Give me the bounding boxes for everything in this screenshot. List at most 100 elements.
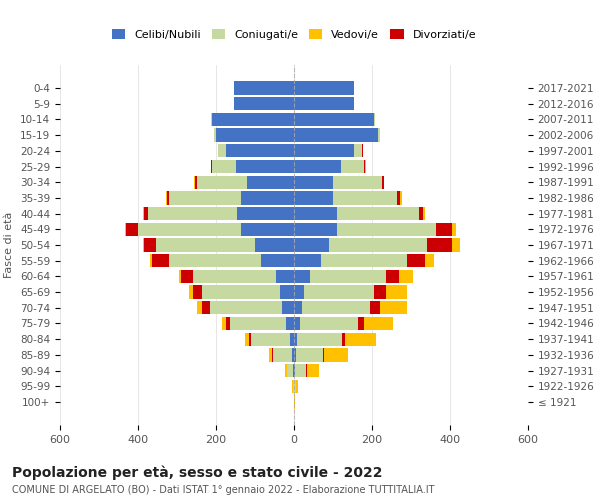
Bar bbox=[345, 332, 376, 346]
Bar bbox=[277, 270, 294, 283]
Bar bbox=[300, 317, 358, 330]
Bar bbox=[407, 254, 425, 268]
Bar bbox=[294, 191, 333, 204]
Bar bbox=[150, 254, 152, 268]
Bar bbox=[294, 82, 355, 94]
Bar bbox=[286, 317, 294, 330]
Bar bbox=[245, 332, 249, 346]
Bar bbox=[148, 207, 238, 220]
Text: Popolazione per età, sesso e stato civile - 2022: Popolazione per età, sesso e stato civil… bbox=[12, 465, 383, 479]
Bar bbox=[222, 317, 226, 330]
Bar bbox=[294, 270, 310, 283]
Bar bbox=[226, 317, 230, 330]
Bar bbox=[325, 348, 348, 362]
Bar bbox=[169, 191, 241, 204]
Bar bbox=[241, 191, 294, 204]
Y-axis label: Fasce di età: Fasce di età bbox=[4, 212, 14, 278]
Bar bbox=[294, 144, 355, 158]
Bar bbox=[370, 301, 380, 314]
Bar bbox=[294, 364, 295, 377]
Bar bbox=[294, 128, 378, 142]
Bar bbox=[364, 317, 394, 330]
Bar bbox=[272, 348, 292, 362]
Bar bbox=[155, 238, 255, 252]
Bar bbox=[144, 207, 148, 220]
Bar bbox=[241, 222, 294, 236]
Bar bbox=[294, 380, 296, 393]
Bar bbox=[251, 332, 290, 346]
Bar bbox=[294, 332, 297, 346]
Bar bbox=[294, 317, 300, 330]
Bar bbox=[297, 332, 342, 346]
Bar bbox=[169, 254, 261, 268]
Bar bbox=[143, 238, 144, 252]
Bar bbox=[233, 82, 294, 94]
Bar bbox=[294, 113, 374, 126]
Bar bbox=[342, 332, 345, 346]
Bar bbox=[230, 317, 286, 330]
Bar bbox=[287, 364, 293, 377]
Bar bbox=[374, 113, 375, 126]
Bar bbox=[179, 270, 181, 283]
Bar bbox=[197, 176, 247, 189]
Bar bbox=[337, 222, 436, 236]
Bar bbox=[214, 128, 216, 142]
Bar bbox=[452, 222, 456, 236]
Bar bbox=[419, 207, 422, 220]
Bar bbox=[152, 254, 169, 268]
Bar bbox=[181, 270, 193, 283]
Bar bbox=[261, 254, 294, 268]
Bar bbox=[322, 254, 407, 268]
Bar bbox=[188, 286, 193, 299]
Bar bbox=[269, 348, 272, 362]
Bar bbox=[292, 348, 294, 362]
Bar bbox=[294, 348, 296, 362]
Bar bbox=[238, 207, 294, 220]
Bar bbox=[355, 144, 362, 158]
Bar bbox=[329, 238, 427, 252]
Bar bbox=[307, 364, 319, 377]
Bar bbox=[235, 160, 294, 173]
Bar bbox=[290, 332, 294, 346]
Bar bbox=[280, 286, 294, 299]
Bar bbox=[294, 160, 341, 173]
Bar bbox=[384, 176, 385, 189]
Bar bbox=[400, 270, 413, 283]
Bar bbox=[211, 113, 212, 126]
Bar bbox=[386, 286, 407, 299]
Bar bbox=[143, 207, 144, 220]
Bar bbox=[283, 301, 294, 314]
Bar bbox=[127, 222, 138, 236]
Bar bbox=[397, 191, 400, 204]
Bar bbox=[382, 176, 384, 189]
Bar bbox=[296, 348, 323, 362]
Bar bbox=[211, 160, 212, 173]
Bar bbox=[210, 301, 283, 314]
Bar bbox=[166, 191, 167, 204]
Bar bbox=[202, 301, 210, 314]
Bar bbox=[294, 207, 337, 220]
Bar bbox=[193, 286, 202, 299]
Bar bbox=[294, 97, 355, 110]
Bar bbox=[436, 222, 452, 236]
Bar bbox=[193, 270, 277, 283]
Bar bbox=[125, 222, 126, 236]
Bar bbox=[425, 254, 434, 268]
Bar bbox=[167, 191, 169, 204]
Bar bbox=[255, 238, 294, 252]
Bar bbox=[400, 191, 401, 204]
Bar bbox=[333, 191, 397, 204]
Bar bbox=[294, 176, 333, 189]
Bar bbox=[323, 348, 325, 362]
Bar bbox=[358, 317, 364, 330]
Bar bbox=[138, 222, 241, 236]
Bar bbox=[293, 380, 294, 393]
Bar bbox=[285, 364, 287, 377]
Bar bbox=[212, 113, 294, 126]
Bar bbox=[378, 128, 380, 142]
Bar bbox=[294, 286, 304, 299]
Bar bbox=[218, 144, 226, 158]
Bar bbox=[294, 238, 329, 252]
Bar bbox=[249, 332, 251, 346]
Bar bbox=[294, 301, 302, 314]
